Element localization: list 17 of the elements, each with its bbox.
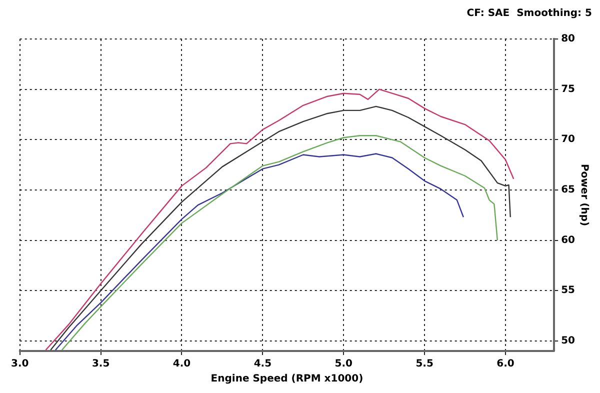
y-tick-label: 75 bbox=[561, 84, 576, 95]
x-tick-label: 5.0 bbox=[334, 358, 353, 370]
y-tick-label: 65 bbox=[561, 184, 576, 196]
x-axis-title: Engine Speed (RPM x1000) bbox=[210, 374, 364, 385]
y-tick-label: 70 bbox=[561, 134, 576, 146]
y-tick-label: 60 bbox=[561, 234, 576, 246]
x-tick-label: 6.0 bbox=[496, 358, 514, 370]
y-axis-title: Power (hp) bbox=[578, 164, 590, 226]
x-tick-label: 5.5 bbox=[416, 358, 434, 370]
x-tick-label: 3.5 bbox=[92, 358, 110, 370]
y-tick-label: 55 bbox=[561, 285, 576, 296]
x-tick-label: 4.5 bbox=[254, 358, 272, 370]
text: CF: SAE Smoothing: 5 bbox=[466, 8, 592, 19]
y-tick-label: 50 bbox=[561, 336, 576, 347]
x-tick-label: 4.0 bbox=[172, 358, 191, 370]
x-tick-label: 3.0 bbox=[11, 358, 29, 370]
y-tick-label: 80 bbox=[561, 34, 576, 45]
